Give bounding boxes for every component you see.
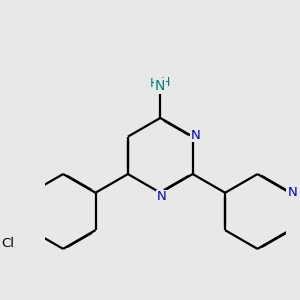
Text: N: N (157, 190, 166, 203)
Text: H: H (150, 77, 159, 90)
Text: Cl: Cl (2, 237, 14, 250)
Text: N: N (288, 186, 297, 199)
Text: N: N (155, 79, 166, 93)
Text: H: H (160, 76, 170, 89)
Text: N: N (191, 129, 201, 142)
